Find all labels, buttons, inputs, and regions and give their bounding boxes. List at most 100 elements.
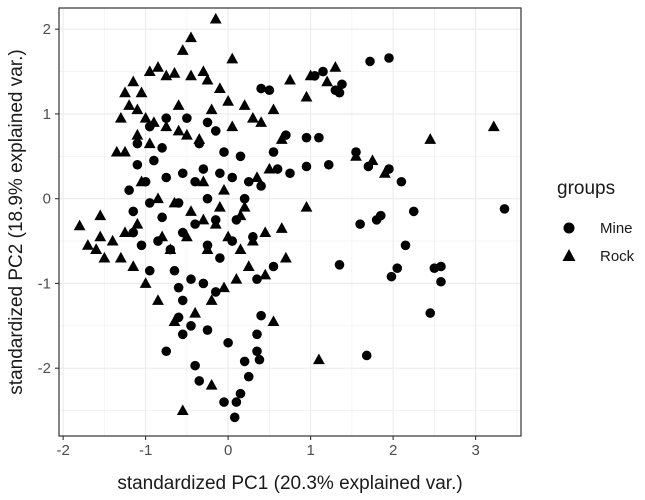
point-rock (152, 192, 164, 204)
point-rock (205, 103, 218, 115)
point-rock (106, 234, 119, 246)
point-mine (186, 274, 196, 285)
point-mine (235, 388, 246, 399)
point-mine (202, 193, 213, 204)
point-rock (94, 209, 107, 221)
point-rock (263, 162, 276, 174)
point-mine (318, 66, 328, 77)
point-mine (272, 164, 283, 174)
point-mine (157, 143, 167, 153)
point-mine (149, 155, 159, 166)
x-tick-label: 2 (389, 442, 397, 459)
x-tick-label: 3 (471, 442, 479, 459)
point-mine (227, 172, 238, 183)
legend-label-mine: Mine (600, 220, 633, 237)
point-rock (234, 209, 247, 221)
point-rock (201, 73, 214, 85)
x-axis-ticks: -2 -1 0 1 2 3 (56, 436, 480, 459)
point-mine (173, 282, 184, 293)
point-mine (400, 240, 411, 251)
point-rock (172, 99, 185, 110)
point-mine (190, 176, 200, 187)
point-rock (114, 251, 127, 263)
point-mine (144, 265, 155, 276)
point-rock (119, 145, 131, 157)
point-rock (230, 273, 243, 284)
point-rock (114, 111, 127, 123)
point-mine (132, 138, 143, 149)
point-rock (259, 268, 272, 280)
point-mine (198, 164, 209, 174)
point-rock (94, 230, 107, 242)
point-rock (185, 31, 197, 43)
point-rock (119, 226, 131, 238)
point-rock (197, 175, 210, 187)
point-rock (218, 281, 230, 293)
x-tick-label: 0 (224, 442, 232, 459)
point-rock (185, 205, 197, 216)
point-mine (136, 240, 147, 251)
point-rock (255, 116, 268, 127)
y-tick-label: -1 (38, 275, 51, 292)
point-rock (189, 306, 202, 318)
point-mine (144, 198, 155, 208)
point-mine (314, 132, 324, 143)
point-rock (180, 230, 193, 242)
point-rock (213, 82, 226, 93)
point-mine (285, 168, 295, 179)
point-rock (139, 111, 152, 123)
point-rock (487, 120, 500, 132)
point-rock (321, 75, 334, 87)
point-rock (176, 44, 189, 55)
point-mine (436, 261, 446, 272)
point-mine (128, 206, 139, 217)
point-mine (161, 346, 172, 357)
x-tick-label: 1 (306, 442, 314, 459)
point-mine (337, 79, 347, 90)
point-rock (127, 260, 140, 271)
point-rock (180, 128, 193, 140)
point-mine (392, 263, 403, 273)
point-mine (202, 117, 213, 128)
point-mine (210, 287, 221, 297)
point-rock (205, 294, 218, 305)
point-rock (143, 65, 156, 77)
point-mine (323, 159, 334, 170)
point-rock (160, 120, 173, 132)
point-rock (312, 353, 325, 365)
point-mine (223, 337, 233, 348)
point-rock (284, 73, 296, 85)
point-rock (110, 145, 123, 157)
point-rock (168, 196, 181, 208)
y-axis-ticks: -2 -1 0 1 2 (38, 21, 59, 377)
point-rock (242, 260, 255, 271)
point-rock (209, 217, 222, 229)
point-mine (161, 113, 172, 123)
point-rock (238, 99, 251, 110)
minor-gridlines (59, 8, 521, 436)
y-tick-label: 2 (43, 21, 51, 38)
point-mine (355, 219, 365, 229)
point-rock (119, 86, 131, 98)
point-rock (98, 251, 111, 263)
point-mine (128, 227, 139, 238)
point-rock (156, 230, 169, 242)
point-rock (90, 243, 103, 255)
point-rock (300, 200, 313, 212)
plot-panel-border (58, 7, 522, 437)
point-mine (177, 168, 188, 179)
point-rock (213, 200, 226, 212)
point-rock (366, 154, 379, 166)
point-rock (73, 219, 86, 231)
point-mine (215, 168, 225, 179)
point-rock (168, 315, 181, 327)
point-mine (386, 271, 397, 282)
point-rock (222, 95, 235, 106)
point-rock (267, 315, 280, 327)
point-mine (124, 185, 134, 196)
point-rock (222, 230, 235, 242)
point-rock (135, 86, 148, 98)
y-tick-label: 0 (43, 191, 51, 208)
point-mine (361, 350, 372, 361)
